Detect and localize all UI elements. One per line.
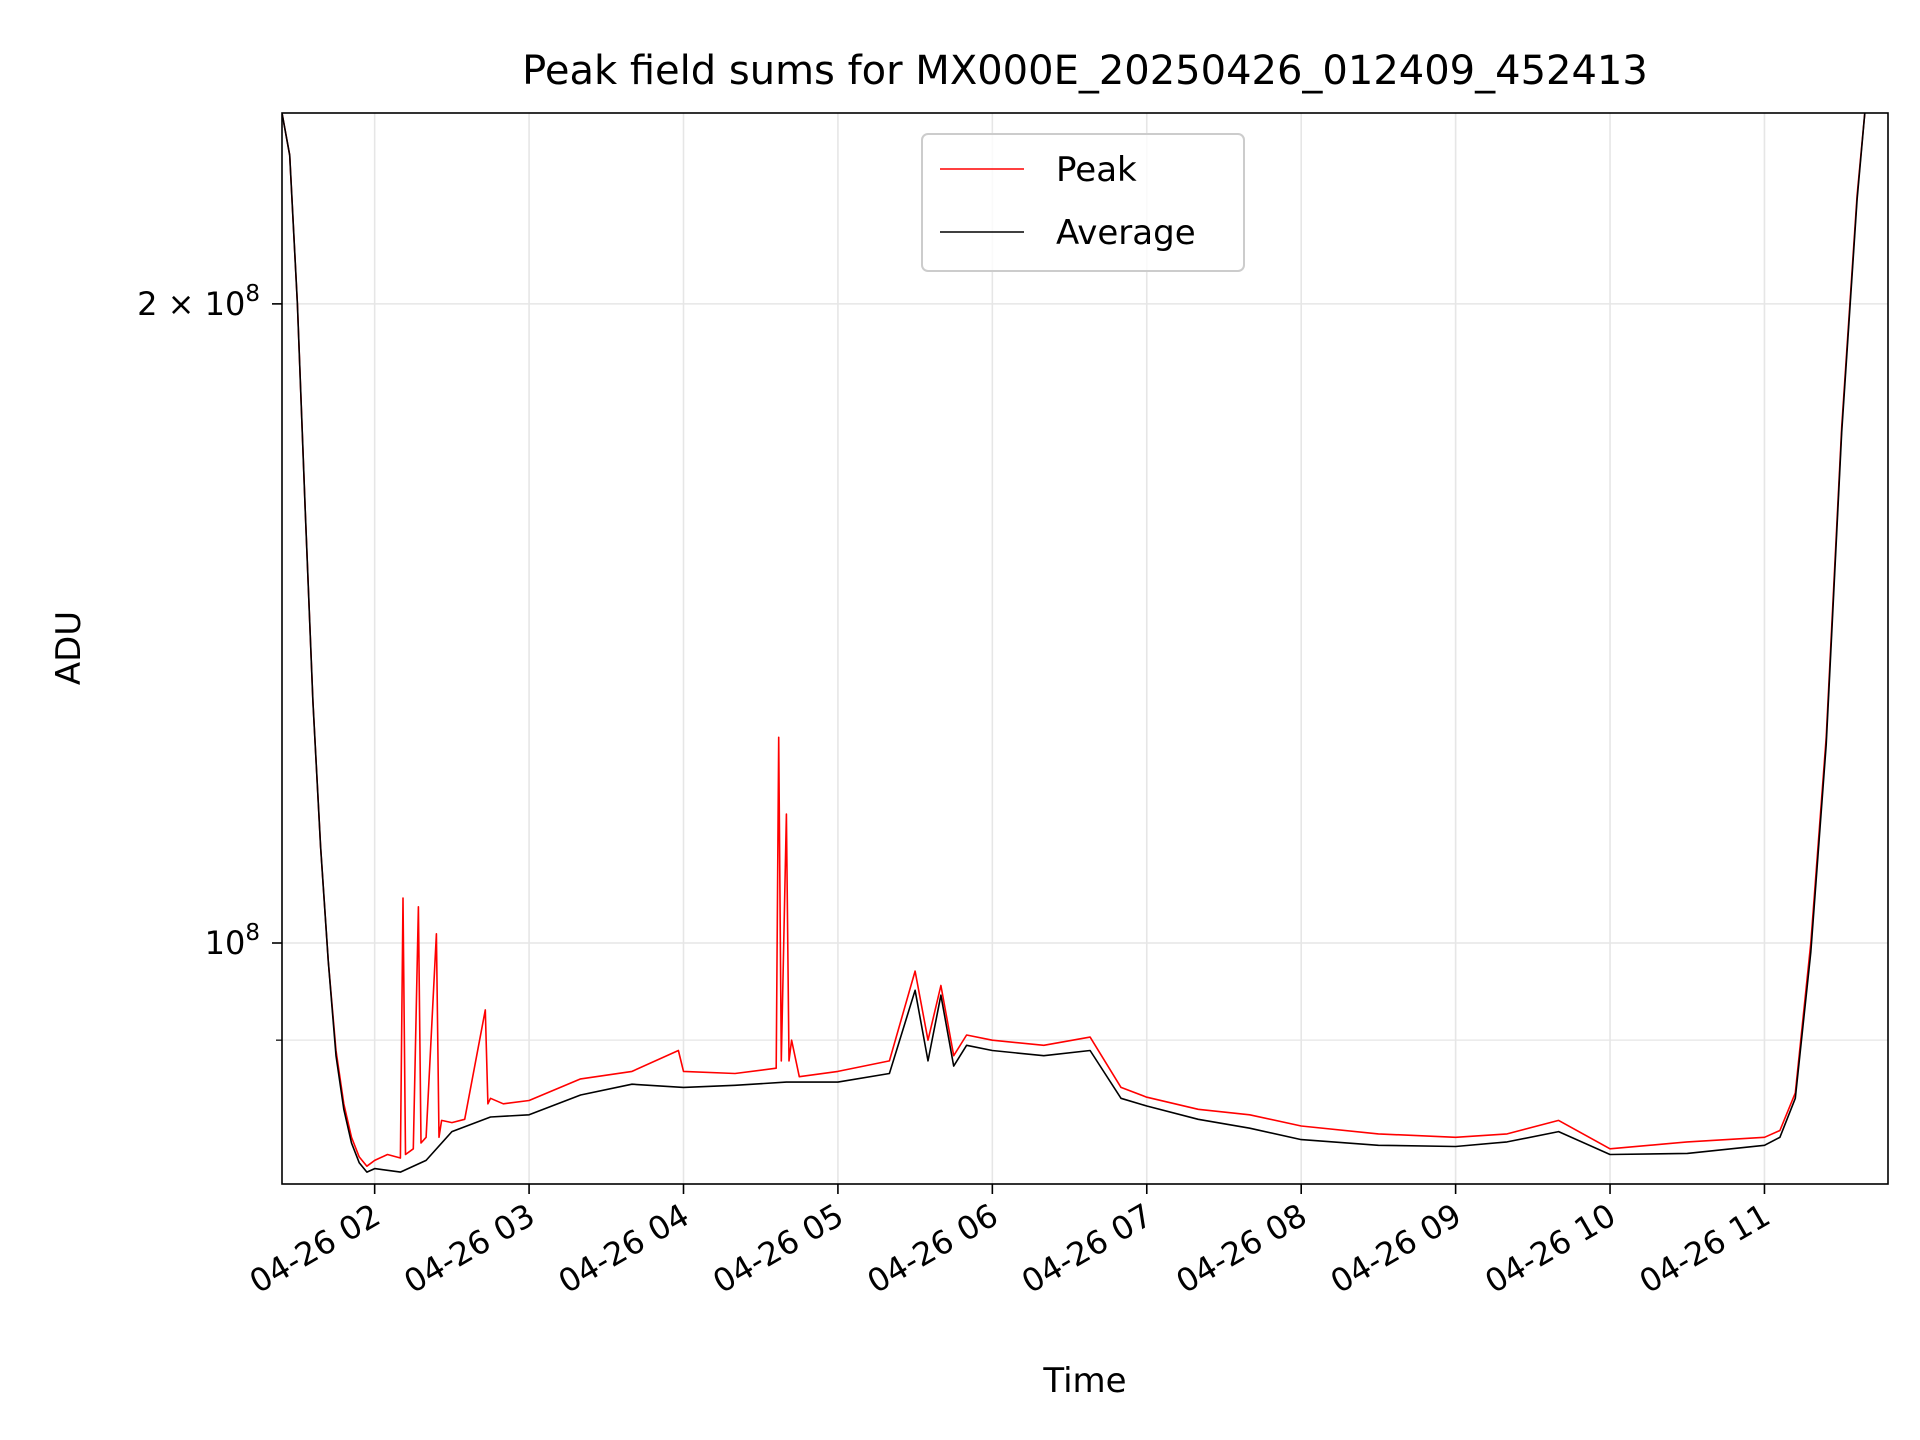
y-axis-label: ADU	[49, 611, 89, 685]
grid	[282, 113, 1888, 1184]
legend: Peak Average	[921, 133, 1245, 272]
series-line-average	[282, 113, 1866, 1173]
series-line-peak	[282, 113, 1866, 1167]
y-tick-label: 108	[205, 920, 260, 962]
legend-label-peak: Peak	[1056, 150, 1137, 190]
y-axis-ticks: 108 2 × 108	[137, 281, 282, 1041]
legend-label-average: Average	[1056, 213, 1196, 253]
x-axis-label: Time	[1042, 1361, 1126, 1401]
plot-frame	[281, 112, 1889, 1185]
y-tick-label: 2 × 108	[137, 281, 260, 323]
chart-title: Peak field sums for MX000E_20250426_0124…	[522, 48, 1648, 94]
series-group	[282, 113, 1866, 1173]
